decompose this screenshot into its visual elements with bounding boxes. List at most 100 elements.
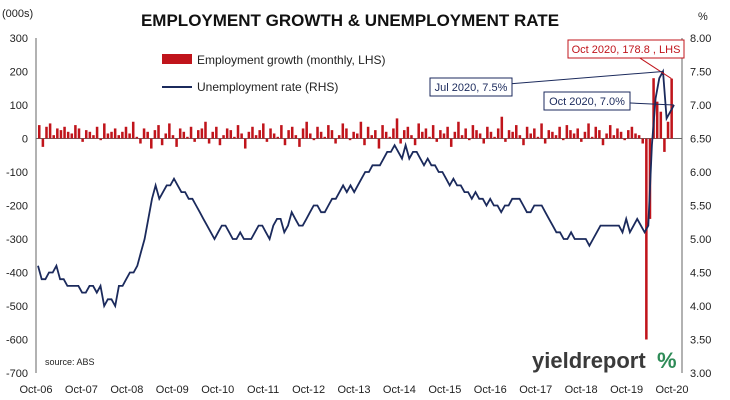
employment-bar [222,135,225,139]
employment-bar [211,131,214,139]
annotation-box [567,39,685,59]
x-tick-label: Oct-07 [65,384,98,396]
employment-bar [207,138,211,144]
employment-bar [468,138,471,141]
employment-bar [186,136,189,139]
employment-bars [38,78,673,340]
annotation-label: Oct 2020, 178.8 , LHS [572,44,681,56]
employment-bar [193,138,196,142]
employment-bar [529,133,532,139]
employment-bar [247,131,251,139]
employment-bar [131,121,135,139]
x-tick-label: Oct-19 [610,384,643,396]
x-tick-label: Oct-20 [655,384,688,396]
x-tick-label: Oct-17 [519,384,552,396]
employment-bar [312,138,316,141]
employment-bar [135,136,139,139]
employment-bar [565,125,569,139]
left-tick-label: -400 [6,268,28,280]
employment-bar [150,138,153,149]
employment-bar [59,130,63,139]
employment-bar [348,138,352,141]
x-tick-label: Oct-12 [292,384,325,396]
employment-bar [283,138,287,146]
employment-bar [189,126,193,139]
employment-bar [84,130,88,139]
x-tick-label: Oct-15 [428,384,461,396]
employment-bar [337,135,341,139]
employment-bar [294,135,298,139]
x-tick-label: Oct-06 [19,384,52,396]
right-tick-label: 8.00 [690,33,711,45]
employment-bar [518,135,522,139]
x-tick-label: Oct-08 [110,384,143,396]
employment-bar [327,125,330,139]
employment-bar [410,135,413,139]
employment-bar [666,121,670,139]
employment-bar [117,135,121,139]
employment-bar [637,135,641,139]
annotation-box [543,91,631,111]
employment-bar [540,123,543,139]
employment-bar [356,133,359,139]
employment-bar [507,130,511,139]
employment-bar [370,135,373,139]
employment-bar [605,133,608,139]
employment-bar [233,136,236,139]
employment-bar [366,126,370,139]
employment-bar [460,135,464,139]
employment-bar [319,131,323,139]
employment-bar [124,126,128,139]
left-axis-unit: (000s) [2,8,33,20]
x-tick-label: Oct-11 [247,384,279,396]
employment-bar [641,138,645,144]
employment-bar [428,136,431,139]
employment-bar [590,136,594,139]
employment-bar [243,138,247,149]
x-tick-label: Oct-10 [201,384,234,396]
employment-bar [298,138,301,147]
employment-bar [619,131,623,139]
employment-bar [88,131,92,139]
employment-bar [482,138,486,144]
x-axis-ticks: Oct-06 Oct-07 Oct-08 Oct-09 Oct-10 Oct-11 Oct-… [19,384,688,396]
employment-bar [504,138,507,142]
employment-bar [457,121,460,139]
employment-bar [262,123,265,139]
employment-bar [359,121,363,139]
x-tick-label: Oct-14 [383,384,416,396]
employment-bar [616,128,619,139]
right-tick-label: 4.50 [690,268,711,280]
employment-bar [464,128,467,139]
employment-bar [128,133,131,139]
employment-bar [142,128,146,139]
employment-bar [446,126,449,139]
employment-bar [399,138,402,144]
employment-bar [536,136,540,139]
employment-bar [56,128,59,139]
employment-bar [301,128,305,139]
employment-bar [305,121,308,139]
employment-bar [525,126,529,139]
employment-bar [580,138,583,142]
employment-bar [254,135,258,139]
employment-bar [276,136,280,139]
employment-bar [341,123,345,139]
annotation-box [429,77,513,97]
employment-bar [493,136,496,139]
employment-bar [623,138,626,141]
brand-wordmark: yieldreport [532,348,646,373]
employment-bar [164,133,168,139]
employment-bar [417,123,420,139]
employment-bar [655,101,659,139]
employment-bar [612,135,616,139]
employment-bar [204,121,207,139]
employment-bar [81,138,84,142]
employment-bar [218,138,222,146]
x-tick-label: Oct-13 [337,384,370,396]
employment-bar [554,135,558,139]
employment-bar [576,128,579,139]
employment-bar [157,125,160,139]
brand-logo: yieldreport % [532,348,677,373]
